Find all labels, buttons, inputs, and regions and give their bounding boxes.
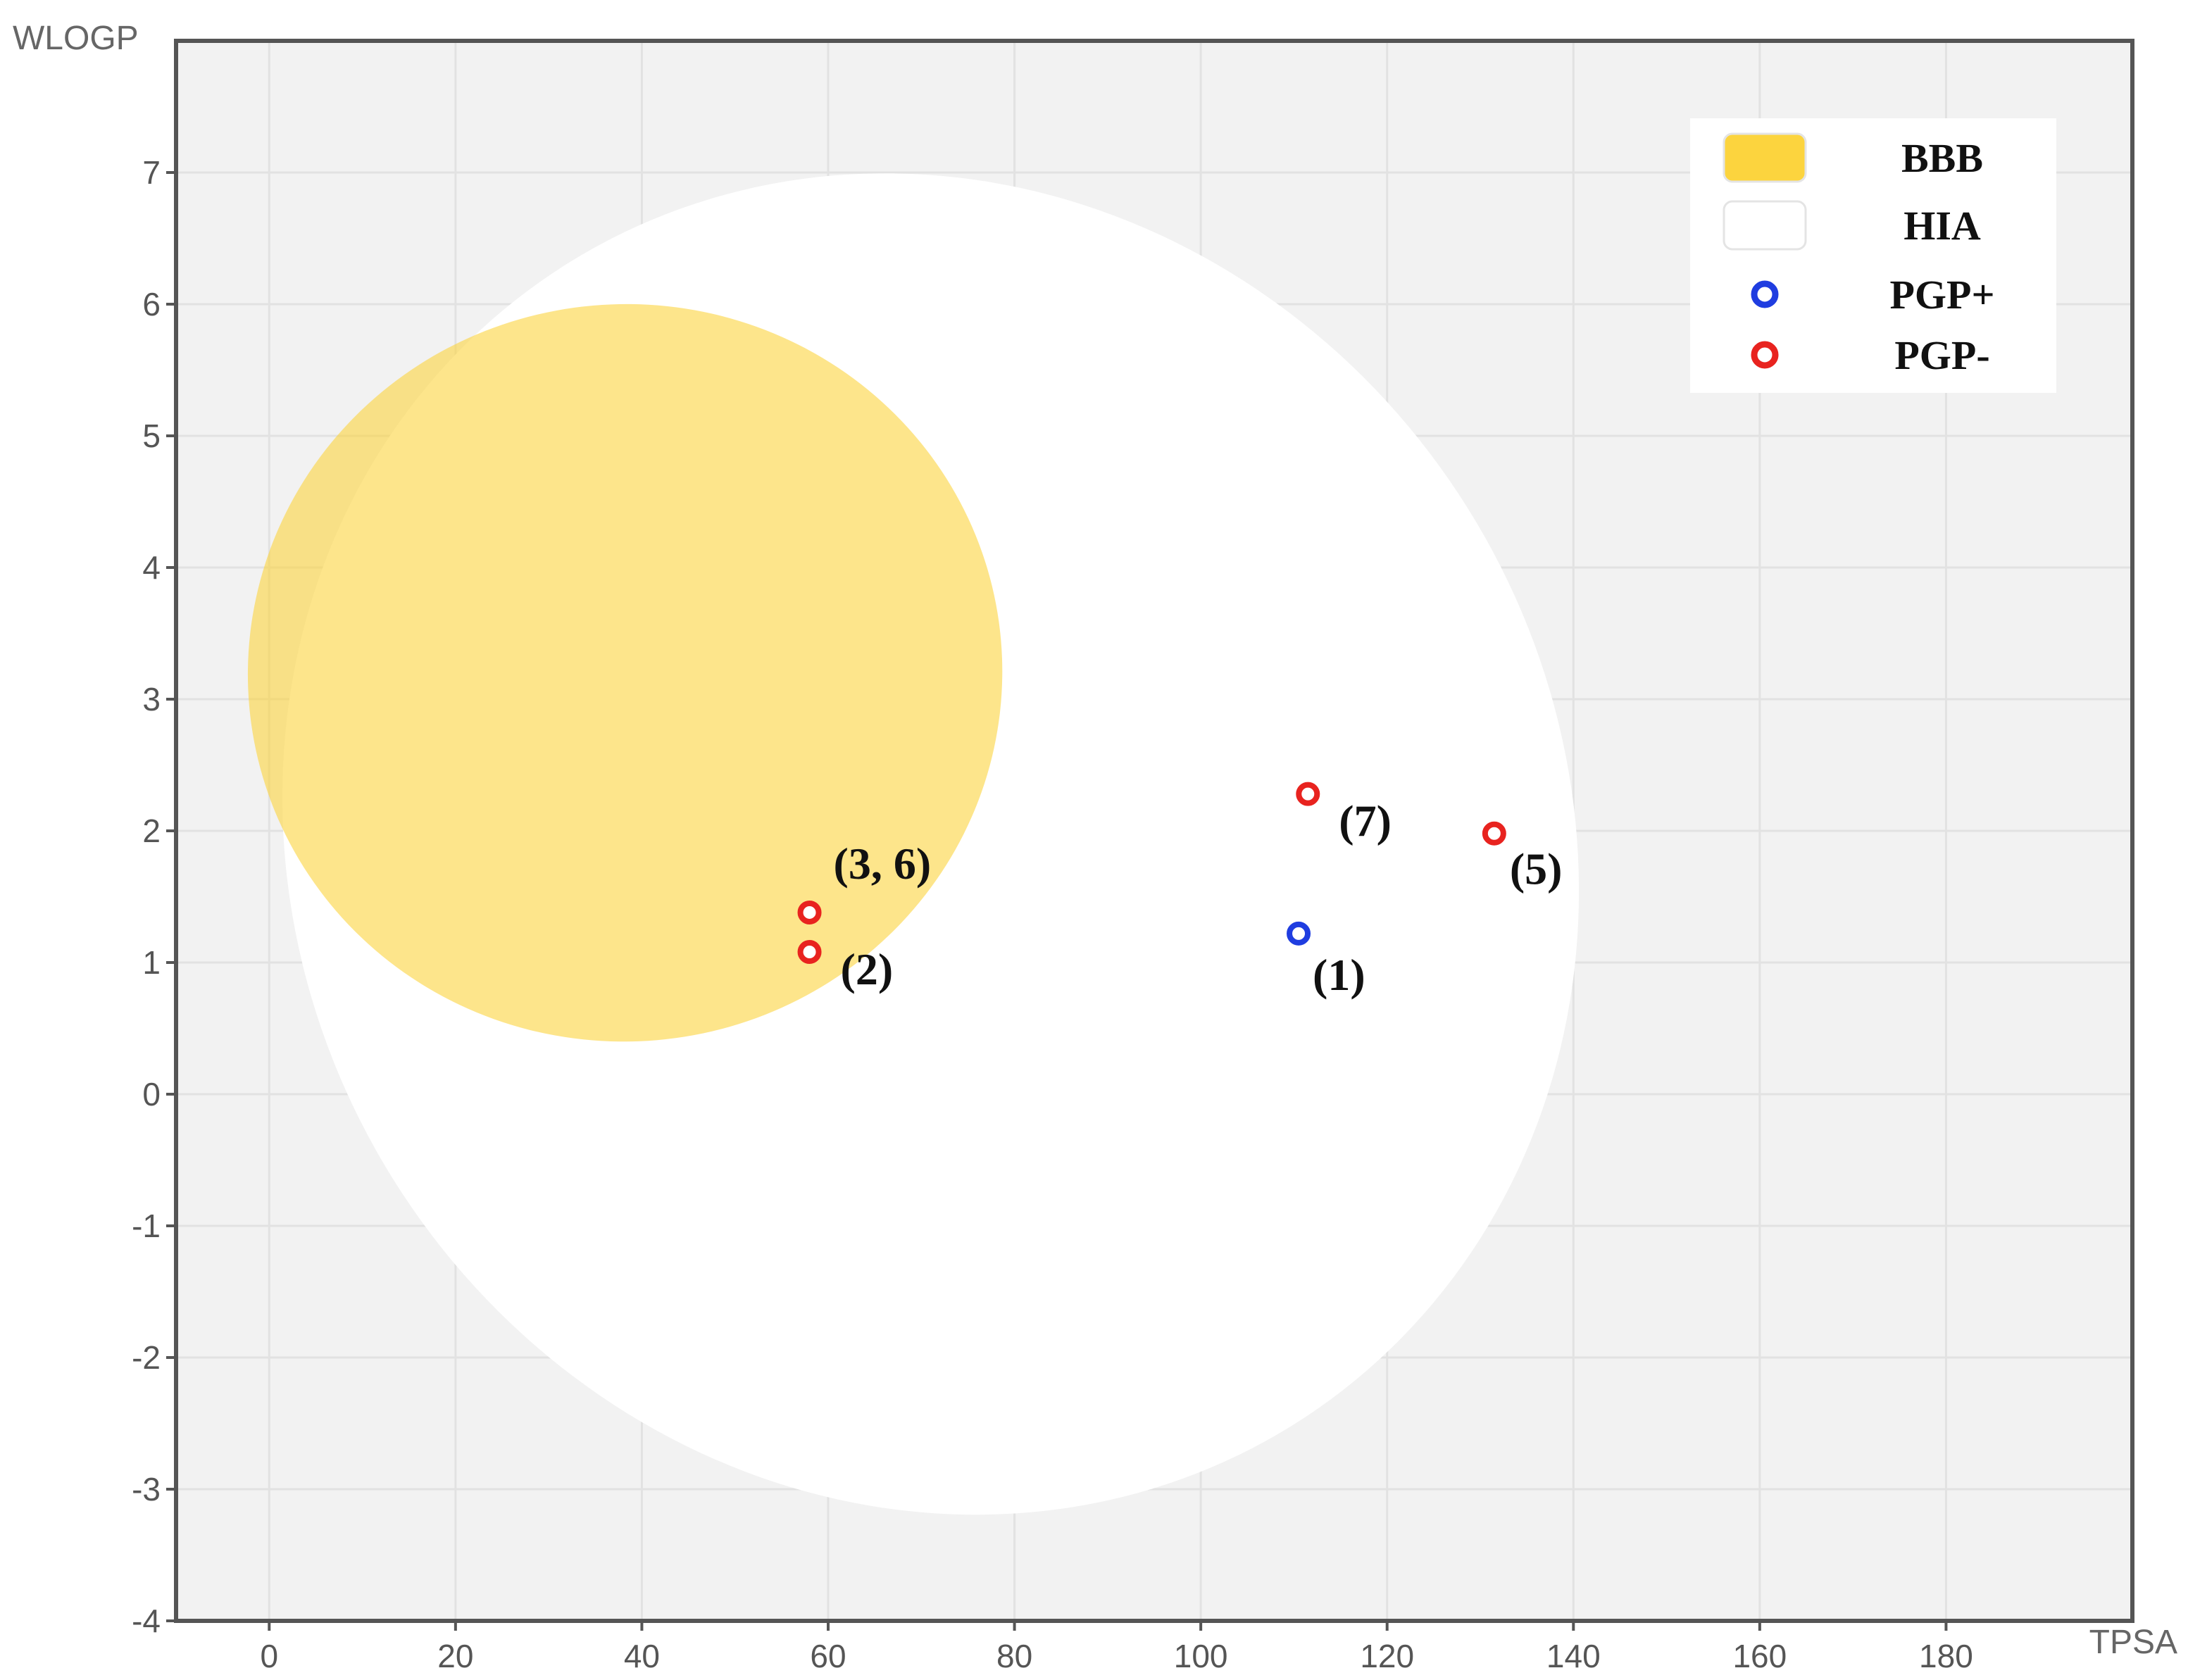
legend-label: PGP+ (1889, 272, 1994, 318)
legend-label: BBB (1901, 135, 1983, 181)
data-point-label: (3, 6) (834, 839, 932, 889)
x-tick-label: 40 (624, 1638, 660, 1674)
y-tick-labels: -4 -3 -2 -1 0 1 2 3 4 5 6 7 (132, 154, 176, 1639)
y-tick-label: 4 (142, 549, 161, 586)
y-tick-label: -1 (132, 1208, 161, 1244)
region-bbb-ellipse (247, 303, 1003, 1042)
data-point-label: (1) (1313, 950, 1365, 1000)
legend-swatch-bbb (1723, 132, 1807, 183)
y-tick-label: 1 (142, 944, 161, 981)
x-tick-label: 80 (996, 1638, 1032, 1674)
x-tick-label: 180 (1919, 1638, 1973, 1674)
data-point-label: (5) (1510, 844, 1563, 894)
y-tick-label: 7 (142, 154, 161, 191)
data-point (1482, 821, 1506, 846)
data-point (797, 900, 822, 924)
y-tick-label: 6 (142, 286, 161, 322)
y-tick-label: -4 (132, 1603, 161, 1639)
x-tick-label: 140 (1546, 1638, 1601, 1674)
x-tick-label: 120 (1360, 1638, 1414, 1674)
data-point (797, 940, 822, 965)
data-points: (3, 6) (2) (1) (7) (5) (797, 782, 1563, 1000)
legend: BBB HIA PGP+ PGP- (1690, 118, 2056, 393)
x-tick-label: 160 (1732, 1638, 1787, 1674)
y-tick-label: 0 (142, 1076, 161, 1112)
data-point-label: (2) (841, 944, 894, 994)
legend-label: PGP- (1894, 332, 1989, 378)
y-axis-title: WLOGP (13, 20, 139, 57)
legend-marker (1751, 341, 1779, 369)
legend-label: HIA (1903, 203, 1981, 249)
y-tick-label: 2 (142, 813, 161, 849)
x-tick-label: 20 (437, 1638, 473, 1674)
data-point (1296, 782, 1320, 806)
x-tick-label: 0 (260, 1638, 278, 1674)
x-tick-labels: 0 20 40 60 80 100 120 140 160 180 (260, 1621, 1973, 1674)
y-tick-label: -2 (132, 1339, 161, 1376)
legend-swatch-hia (1723, 200, 1807, 251)
data-point-label: (7) (1339, 796, 1392, 846)
property-regions (247, 173, 1580, 1515)
data-point (1287, 921, 1311, 946)
x-tick-label: 100 (1174, 1638, 1228, 1674)
x-tick-label: 60 (810, 1638, 846, 1674)
y-tick-label: -3 (132, 1471, 161, 1507)
legend-marker (1751, 280, 1779, 308)
y-tick-label: 5 (142, 418, 161, 454)
y-tick-label: 3 (142, 681, 161, 717)
x-axis-title: TPSA (2089, 1624, 2177, 1661)
